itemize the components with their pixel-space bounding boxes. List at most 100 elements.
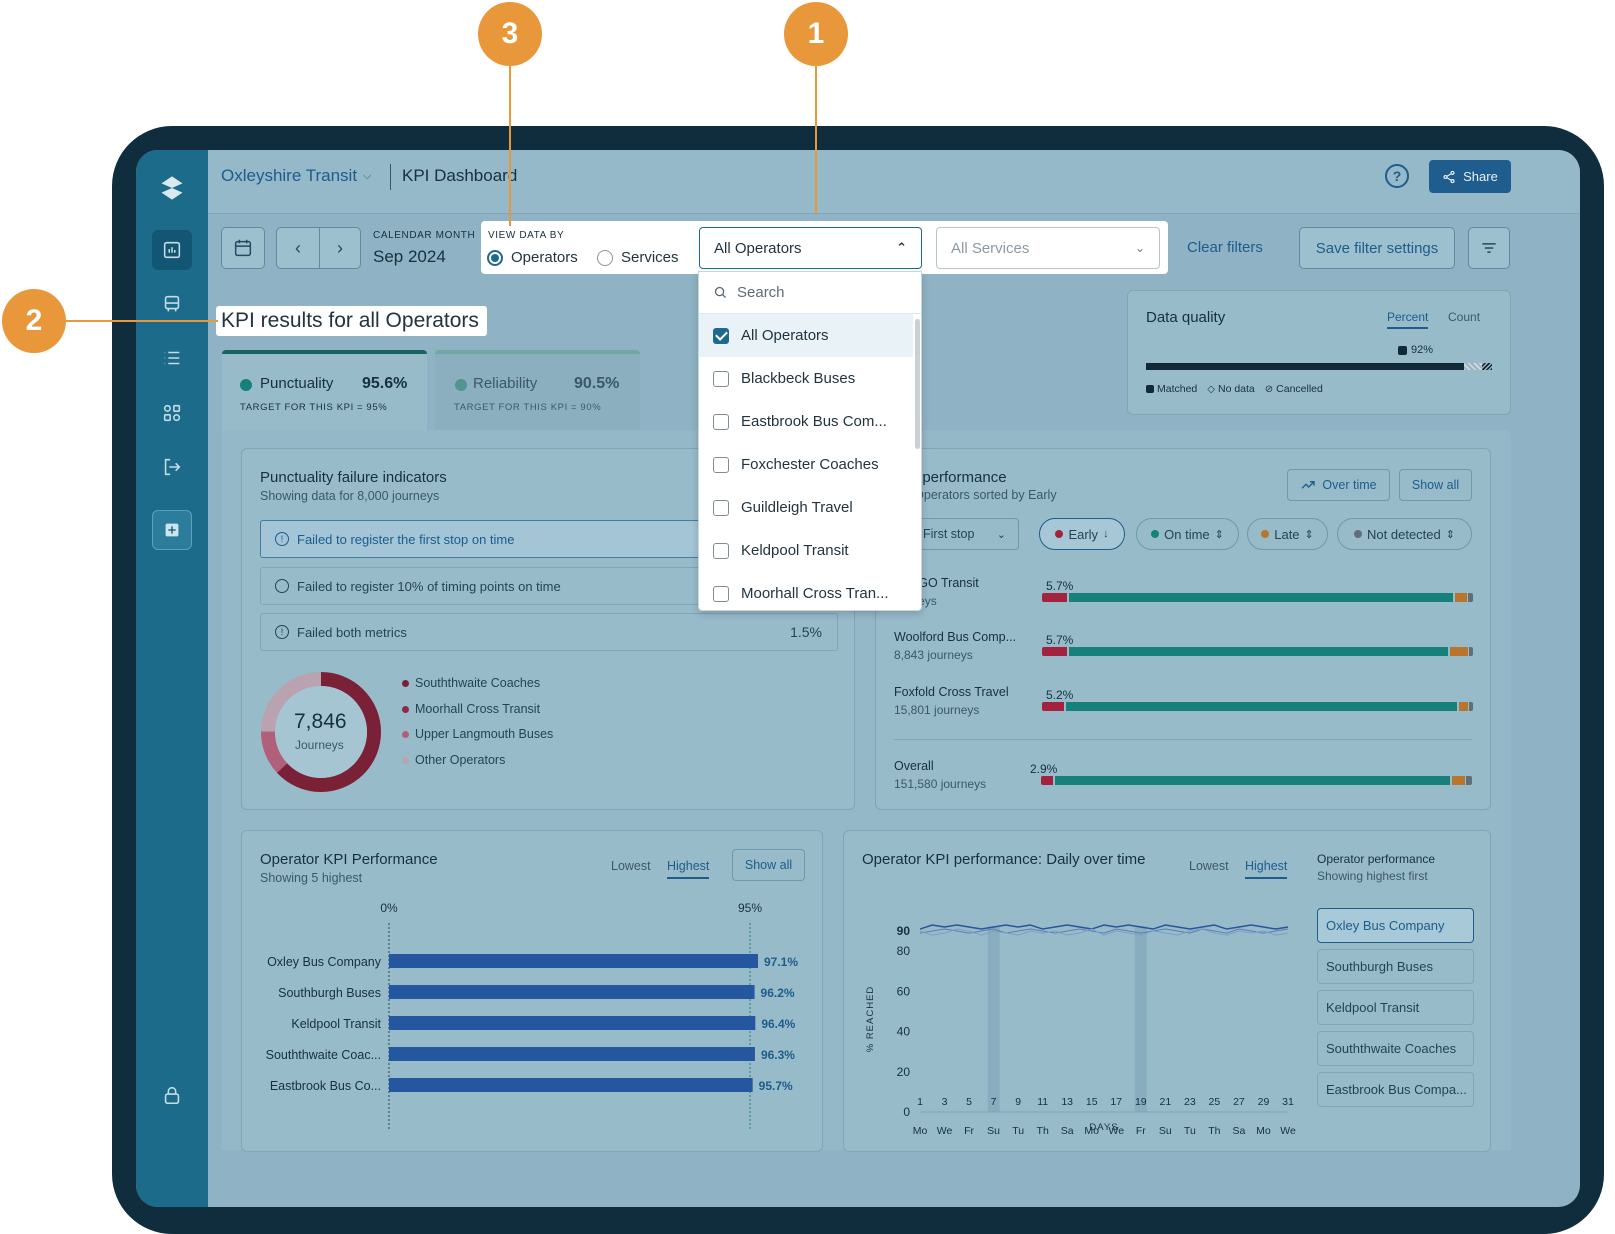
operator-button[interactable]: Souththwaite Coaches [1317,1031,1474,1066]
tab-punctuality-target: TARGET FOR THIS KPI = 95% [240,402,388,413]
dropdown-option[interactable]: Guildleigh Travel [699,486,913,529]
over-time-label: Over time [1322,478,1377,492]
daily-toggle-highest[interactable]: Highest [1245,859,1288,879]
radio-services-label: Services [621,249,679,266]
failure-row[interactable]: ! Failed both metrics 1.5% [260,613,838,651]
ontime-row-name: Overall [894,759,934,773]
data-quality-title: Data quality [1146,309,1226,326]
data-quality-bar [1146,363,1492,370]
tab-reliability[interactable]: Reliability 90.5% TARGET FOR THIS KPI = … [435,350,640,430]
sidebar-item-lock[interactable] [152,1075,192,1115]
next-month-button[interactable]: › [319,227,361,269]
ontime-row-percent: 2.9% [1030,762,1058,776]
sidebar-item-list[interactable] [152,338,192,378]
data-quality-matched-fill [1146,363,1465,370]
sort-pill-not-detected[interactable]: Not detected ⇕ [1337,518,1472,550]
dropdown-option[interactable]: Eastbrook Bus Com... [699,400,913,443]
operator-kpi-show-all[interactable]: Show all [732,849,805,881]
chart-icon [163,241,181,259]
x-tick-day-number: 29 [1258,1096,1270,1108]
checkbox-icon[interactable] [713,499,729,516]
chevron-down-icon: ⌄ [1134,241,1145,255]
over-time-button[interactable]: Over time [1287,469,1390,501]
sort-icon: ⇕ [1214,528,1224,541]
ontime-row-name: Foxfold Cross Travel [894,685,1009,699]
sidebar-item-dashboard[interactable] [152,230,192,270]
checkbox-icon[interactable] [713,370,729,387]
checkbox-icon[interactable] [713,542,729,559]
radio-unselected-icon [597,249,613,266]
failure-row-label: Failed to register the first stop on tim… [297,531,515,547]
bar-segment-on-time [1066,702,1458,711]
checkbox-icon[interactable] [713,456,729,473]
filter-group: VIEW DATA BY Operators Services All Oper… [481,221,1168,274]
show-all-button[interactable]: Show all [1399,469,1472,501]
tab-percent[interactable]: Percent [1387,310,1429,329]
tab-punctuality[interactable]: Punctuality 95.6% TARGET FOR THIS KPI = … [222,350,427,430]
toggle-lowest[interactable]: Lowest [611,859,651,873]
x-tick-day-number: 5 [966,1096,972,1108]
annotation-badge-3: 3 [478,2,542,66]
radio-operators[interactable]: Operators [487,249,578,266]
bar-segment-on-time [1068,647,1448,656]
filter-icon [1482,243,1496,253]
ontime-row-bar [1041,776,1472,785]
clear-filters-button[interactable]: Clear filters [1187,239,1263,256]
operators-dropdown: Search All Operators Blackbeck Buses Eastb… [698,271,922,611]
filter-menu-button[interactable] [1468,227,1510,269]
dropdown-search[interactable]: Search [699,272,921,314]
tab-count[interactable]: Count [1448,310,1481,324]
daily-series-line [919,924,1289,930]
legend-dot-icon [402,705,409,713]
share-button[interactable]: Share [1429,160,1511,193]
org-switcher[interactable]: Oxleyshire Transit ⌵ [221,166,371,186]
operators-select[interactable]: All Operators ⌃ [699,227,922,269]
y-tick-label: 20 [897,1065,911,1079]
dropdown-scrollbar[interactable] [915,319,920,449]
checkbox-checked-icon[interactable] [713,327,729,344]
operator-button[interactable]: Keldpool Transit [1317,990,1474,1025]
dropdown-option[interactable]: All Operators [699,314,913,357]
help-icon[interactable]: ? [1385,164,1409,188]
operator-button[interactable]: Oxley Bus Company [1317,908,1474,943]
sidebar-item-vehicles[interactable] [152,284,192,324]
radio-operators-label: Operators [511,249,578,266]
prev-month-button[interactable]: ‹ [276,227,320,269]
weekend-band [1134,926,1147,1112]
operator-button[interactable]: Southburgh Buses [1317,949,1474,984]
dropdown-options: All Operators Blackbeck Buses Eastbrook Bu… [699,314,921,610]
stop-filter-select[interactable]: First stop ⌄ [914,518,1019,550]
legend-item: Moorhall Cross Transit [402,697,553,723]
sort-pill-on-time[interactable]: On time ⇕ [1136,518,1239,550]
checkbox-icon[interactable] [713,413,729,430]
x-tick-day-number: 11 [1037,1096,1048,1108]
dropdown-option[interactable]: Foxchester Coaches [699,443,913,486]
sidebar-item-export[interactable] [152,447,192,487]
dropdown-option[interactable]: Blackbeck Buses [699,357,913,400]
sidebar-item-brand[interactable] [152,510,192,550]
sort-pill-early[interactable]: Early ↓ [1039,518,1125,550]
legend-label: Souththwaite Coaches [415,676,541,690]
operator-button[interactable]: Eastbrook Bus Compa... [1317,1072,1474,1107]
bar-segment-not-detected [1468,702,1473,711]
daily-toggle-lowest[interactable]: Lowest [1189,859,1229,873]
sidebar-item-apps[interactable] [152,393,192,433]
bar [389,954,758,968]
x-tick-day-name: Fr [964,1125,974,1137]
bar-value-label: 97.1% [764,955,798,969]
services-select[interactable]: All Services ⌄ [936,227,1160,269]
checkbox-icon[interactable] [713,585,729,602]
services-select-placeholder: All Services [951,239,1030,257]
bar-segment-early [1041,776,1054,785]
dropdown-option[interactable]: Keldpool Transit [699,529,913,572]
radio-services[interactable]: Services [597,249,679,266]
bar-segment-not-detected [1467,593,1473,602]
sort-pill-late[interactable]: Late ⇕ [1247,518,1328,550]
save-filters-button[interactable]: Save filter settings [1299,227,1455,269]
dropdown-option[interactable]: Moorhall Cross Tran... [699,572,913,610]
x-axis-label: DAYS [1089,1122,1118,1133]
calendar-button[interactable] [221,227,265,269]
data-quality-value-label: 92% [1398,344,1433,356]
info-circle-icon: ! [275,625,289,639]
toggle-highest[interactable]: Highest [667,859,710,879]
